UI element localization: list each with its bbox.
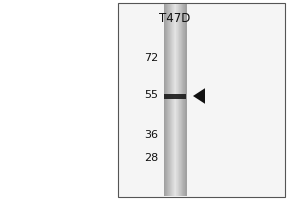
Bar: [173, 4, 174, 196]
Bar: [181, 4, 182, 196]
Text: 28: 28: [144, 153, 158, 163]
Bar: [184, 4, 185, 196]
Bar: [179, 4, 180, 196]
Bar: [164, 94, 186, 98]
Bar: [180, 4, 181, 196]
Bar: [182, 4, 183, 196]
Bar: [184, 4, 185, 196]
Bar: [183, 4, 184, 196]
Bar: [178, 4, 179, 196]
Bar: [183, 4, 184, 196]
Bar: [177, 4, 178, 196]
Polygon shape: [193, 88, 205, 104]
Bar: [169, 4, 170, 196]
Bar: [179, 4, 180, 196]
Bar: [173, 4, 174, 196]
Bar: [182, 4, 183, 196]
Bar: [181, 4, 182, 196]
Text: 36: 36: [144, 130, 158, 140]
Bar: [168, 4, 169, 196]
Bar: [166, 4, 167, 196]
Bar: [175, 4, 176, 196]
Bar: [178, 4, 179, 196]
Bar: [170, 4, 171, 196]
Bar: [171, 4, 172, 196]
Text: 72: 72: [144, 53, 158, 63]
Bar: [176, 4, 177, 196]
Bar: [177, 4, 178, 196]
Bar: [181, 4, 182, 196]
Bar: [174, 4, 175, 196]
Bar: [172, 4, 173, 196]
Bar: [172, 4, 173, 196]
Bar: [168, 4, 169, 196]
Bar: [165, 4, 166, 196]
Bar: [169, 4, 170, 196]
Bar: [167, 4, 168, 196]
Bar: [168, 4, 169, 196]
Bar: [164, 4, 165, 196]
Bar: [167, 4, 168, 196]
Bar: [166, 4, 167, 196]
Bar: [176, 4, 177, 196]
Bar: [176, 4, 177, 196]
Bar: [171, 4, 172, 196]
Bar: [165, 4, 166, 196]
Bar: [118, 3, 285, 197]
Bar: [185, 4, 186, 196]
Bar: [170, 4, 171, 196]
Text: 55: 55: [144, 90, 158, 100]
Bar: [183, 4, 184, 196]
Bar: [184, 4, 185, 196]
Bar: [171, 4, 172, 196]
Bar: [174, 4, 175, 196]
Bar: [180, 4, 181, 196]
Bar: [175, 4, 176, 196]
Bar: [186, 4, 187, 196]
Bar: [164, 4, 165, 196]
Bar: [185, 4, 186, 196]
Text: T47D: T47D: [159, 12, 191, 25]
Bar: [173, 4, 174, 196]
